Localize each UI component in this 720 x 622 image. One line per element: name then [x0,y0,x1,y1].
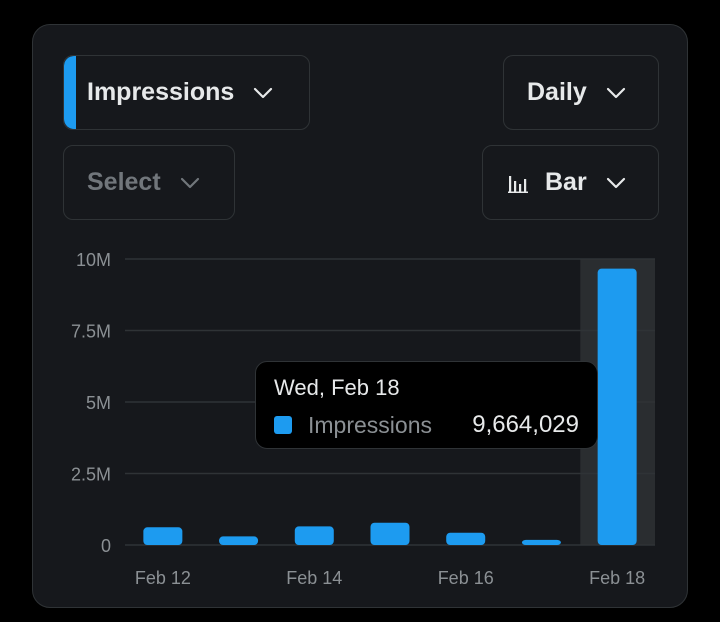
tooltip-series-name: Impressions [308,411,432,438]
interval-dropdown-label: Daily [527,78,587,106]
bar-feb-13[interactable] [219,536,259,545]
x-tick-label: Feb 14 [286,568,342,588]
x-tick-label: Feb 12 [135,568,191,588]
analytics-card: Impressions Daily Select Bar 0 2.5M 5M 7.5M… [32,24,688,608]
chevron-down-icon [606,87,625,98]
y-tick-label: 10M [76,250,111,270]
y-tick-label: 7.5M [71,322,111,342]
bar-feb-17[interactable] [521,539,561,545]
chevron-down-icon [606,177,625,188]
bar-feb-15[interactable] [370,522,410,545]
compare-dropdown-label: Select [87,168,161,196]
chart-type-dropdown[interactable]: Bar [482,145,659,220]
chevron-down-icon [180,177,199,188]
chart-tooltip: Wed, Feb 18 Impressions 9,664,029 [255,361,598,449]
bar-feb-12[interactable] [143,527,183,545]
y-tick-label: 5M [86,393,111,413]
bar-chart-icon [508,175,528,193]
x-tick-label: Feb 16 [438,568,494,588]
tooltip-value: 9,664,029 [472,411,579,438]
metric-dropdown-label: Impressions [87,78,235,106]
interval-dropdown[interactable]: Daily [503,55,659,130]
bar-feb-16[interactable] [446,532,486,545]
y-tick-label: 2.5M [71,465,111,485]
bar-feb-18[interactable] [597,268,637,545]
chart-type-dropdown-label: Bar [545,168,587,196]
tooltip-series-swatch [274,416,292,434]
bar-feb-14[interactable] [294,526,334,545]
chevron-down-icon [254,87,273,98]
metric-color-indicator [64,56,76,129]
x-tick-label: Feb 18 [589,568,645,588]
metric-dropdown[interactable]: Impressions [63,55,310,130]
y-tick-label: 0 [101,536,111,556]
compare-dropdown[interactable]: Select [63,145,235,220]
impressions-bar-chart: 0 2.5M 5M 7.5M 10M Feb 12 Feb 14 Feb 16 Feb 18 [71,250,655,588]
tooltip-date: Wed, Feb 18 [274,375,400,400]
